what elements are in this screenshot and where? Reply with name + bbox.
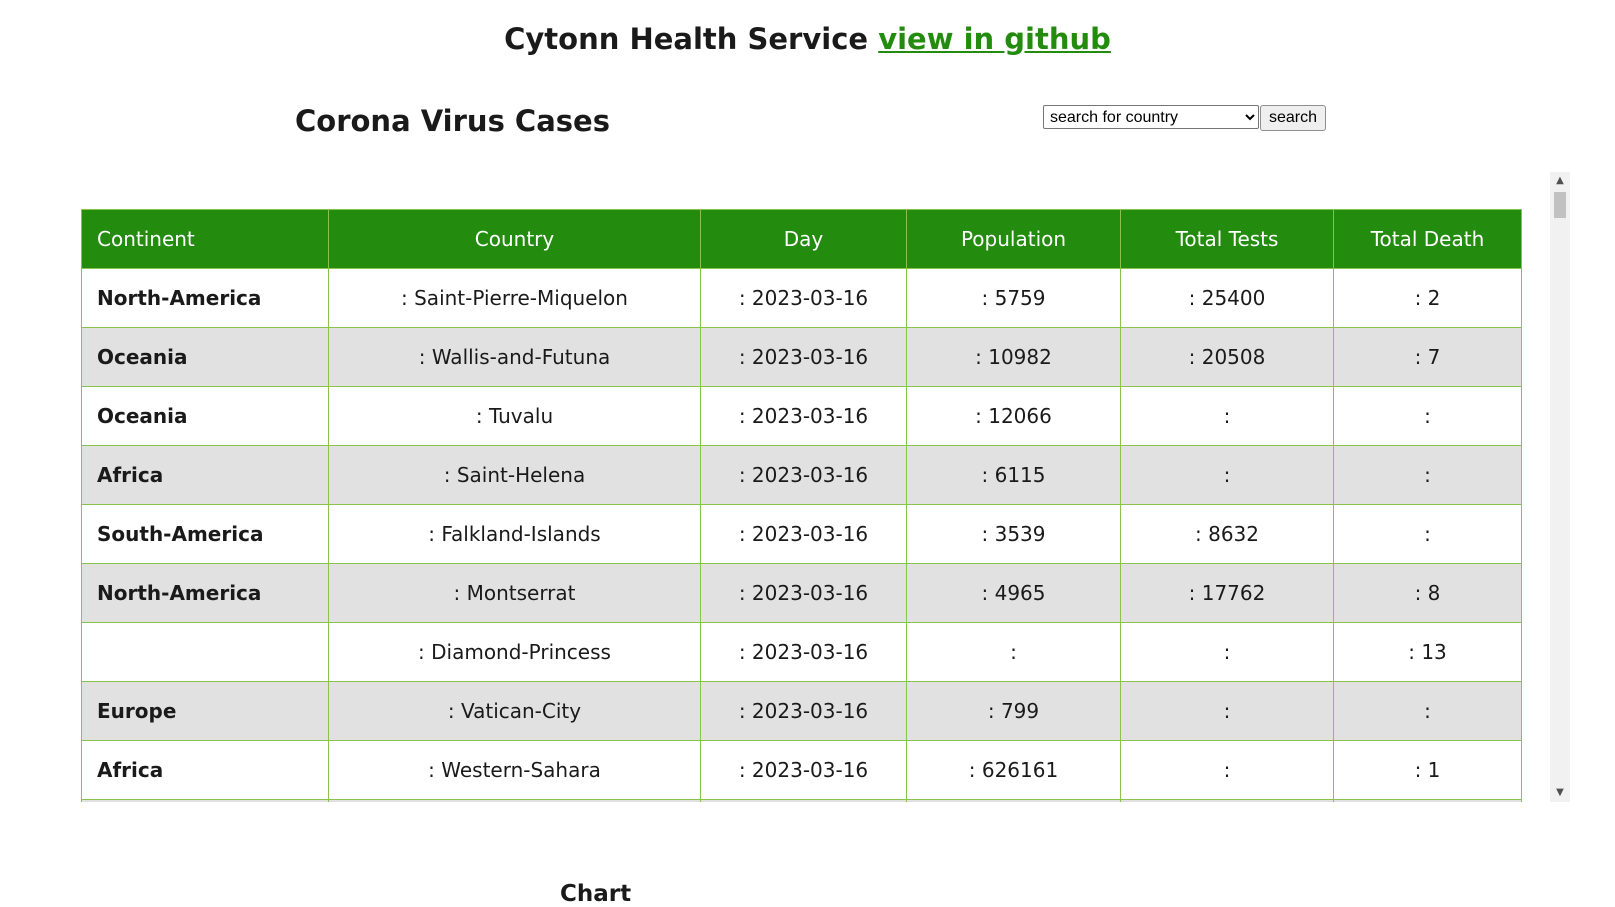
- cell-continent: [81, 799, 329, 802]
- cell-day: : 2023-03-16: [700, 327, 907, 387]
- cell-country: : Western-Sahara: [328, 740, 701, 800]
- cell-total-tests: :: [1120, 622, 1334, 682]
- cell-day: : 2023-03-16: [700, 622, 907, 682]
- cell-country: : Diamond-Princess: [328, 622, 701, 682]
- table-row: Africa: Western-Sahara: 2023-03-16: 6261…: [81, 740, 1522, 800]
- cell-continent: Africa: [81, 445, 329, 505]
- cell-total-death: :: [1333, 681, 1522, 741]
- cell-day: : 2023-03-16: [700, 504, 907, 564]
- cell-country: : Saint-Pierre-Miquelon: [328, 268, 701, 328]
- cell-country: : Vatican-City: [328, 681, 701, 741]
- cell-population: : 799: [906, 681, 1121, 741]
- cell-continent: Africa: [81, 740, 329, 800]
- cell-total-tests: :: [1120, 740, 1334, 800]
- cell-day: : 2023-03-16: [700, 268, 907, 328]
- search-bar: search for country search: [1043, 105, 1327, 131]
- scroll-down-arrow-icon[interactable]: ▼: [1556, 787, 1564, 798]
- table-row: South-America: Falkland-Islands: 2023-03…: [81, 504, 1522, 564]
- cell-total-tests: : 25400: [1120, 268, 1334, 328]
- cell-total-tests: :: [1120, 386, 1334, 446]
- cell-total-tests: :: [1120, 445, 1334, 505]
- cell-population: : 3539: [906, 504, 1121, 564]
- column-header-total-tests: Total Tests: [1120, 209, 1334, 269]
- cell-continent: Europe: [81, 681, 329, 741]
- cell-total-death: [1333, 799, 1522, 802]
- table-row: Oceania: Wallis-and-Futuna: 2023-03-16: …: [81, 327, 1522, 387]
- table-row: Europe: Vatican-City: 2023-03-16: 799::: [81, 681, 1522, 741]
- chart-title: Chart: [560, 881, 632, 907]
- table-row: North-America: Saint-Pierre-Miquelon: 20…: [81, 268, 1522, 328]
- country-select[interactable]: search for country: [1043, 105, 1259, 129]
- cell-country: : Tuvalu: [328, 386, 701, 446]
- cell-continent: Oceania: [81, 327, 329, 387]
- cell-total-tests: :: [1120, 681, 1334, 741]
- page-title: Corona Virus Cases: [295, 104, 610, 138]
- column-header-country: Country: [328, 209, 701, 269]
- cell-day: : 2023-03-16: [700, 445, 907, 505]
- table-row: North-America: Montserrat: 2023-03-16: 4…: [81, 563, 1522, 623]
- table-row: [81, 799, 1522, 802]
- cell-continent: Oceania: [81, 386, 329, 446]
- cell-total-death: :: [1333, 504, 1522, 564]
- cell-continent: North-America: [81, 563, 329, 623]
- column-header-day: Day: [700, 209, 907, 269]
- cell-total-death: : 8: [1333, 563, 1522, 623]
- cell-population: : 6115: [906, 445, 1121, 505]
- cell-population: : 10982: [906, 327, 1121, 387]
- cell-total-death: : 1: [1333, 740, 1522, 800]
- column-header-population: Population: [906, 209, 1121, 269]
- cell-day: : 2023-03-16: [700, 563, 907, 623]
- cell-population: : 626161: [906, 740, 1121, 800]
- cell-total-death: :: [1333, 445, 1522, 505]
- cell-day: : 2023-03-16: [700, 386, 907, 446]
- cell-total-tests: [1120, 799, 1334, 802]
- cell-country: : Wallis-and-Futuna: [328, 327, 701, 387]
- cell-total-death: : 7: [1333, 327, 1522, 387]
- cell-day: : 2023-03-16: [700, 740, 907, 800]
- cell-country: [328, 799, 701, 802]
- cell-total-tests: : 17762: [1120, 563, 1334, 623]
- cell-population: : 12066: [906, 386, 1121, 446]
- table-header-row: Continent Country Day Population Total T…: [81, 209, 1522, 269]
- column-header-continent: Continent: [81, 209, 329, 269]
- github-link[interactable]: view in github: [878, 22, 1111, 56]
- cell-total-death: : 13: [1333, 622, 1522, 682]
- scroll-up-arrow-icon[interactable]: ▲: [1556, 175, 1564, 186]
- cell-day: [700, 799, 907, 802]
- cell-population: :: [906, 622, 1121, 682]
- cases-table: Continent Country Day Population Total T…: [81, 209, 1522, 802]
- cell-country: : Falkland-Islands: [328, 504, 701, 564]
- cell-continent: South-America: [81, 504, 329, 564]
- cell-population: : 5759: [906, 268, 1121, 328]
- cell-total-death: : 2: [1333, 268, 1522, 328]
- cases-table-container[interactable]: Continent Country Day Population Total T…: [81, 172, 1571, 802]
- cell-country: : Montserrat: [328, 563, 701, 623]
- cell-day: : 2023-03-16: [700, 681, 907, 741]
- cell-total-death: :: [1333, 386, 1522, 446]
- cell-continent: North-America: [81, 268, 329, 328]
- cell-population: : 4965: [906, 563, 1121, 623]
- column-header-total-death: Total Death: [1333, 209, 1522, 269]
- site-header: Cytonn Health Service view in github: [0, 22, 1615, 56]
- table-row: Oceania: Tuvalu: 2023-03-16: 12066::: [81, 386, 1522, 446]
- site-title: Cytonn Health Service: [504, 22, 869, 56]
- cell-population: [906, 799, 1121, 802]
- scroll-thumb[interactable]: [1554, 192, 1566, 218]
- search-button[interactable]: search: [1260, 105, 1327, 131]
- table-row: Africa: Saint-Helena: 2023-03-16: 6115::: [81, 445, 1522, 505]
- cell-country: : Saint-Helena: [328, 445, 701, 505]
- cell-total-tests: : 8632: [1120, 504, 1334, 564]
- table-scrollbar[interactable]: ▲ ▼: [1550, 172, 1570, 802]
- table-row: : Diamond-Princess: 2023-03-16::: 13: [81, 622, 1522, 682]
- cell-total-tests: : 20508: [1120, 327, 1334, 387]
- cell-continent: [81, 622, 329, 682]
